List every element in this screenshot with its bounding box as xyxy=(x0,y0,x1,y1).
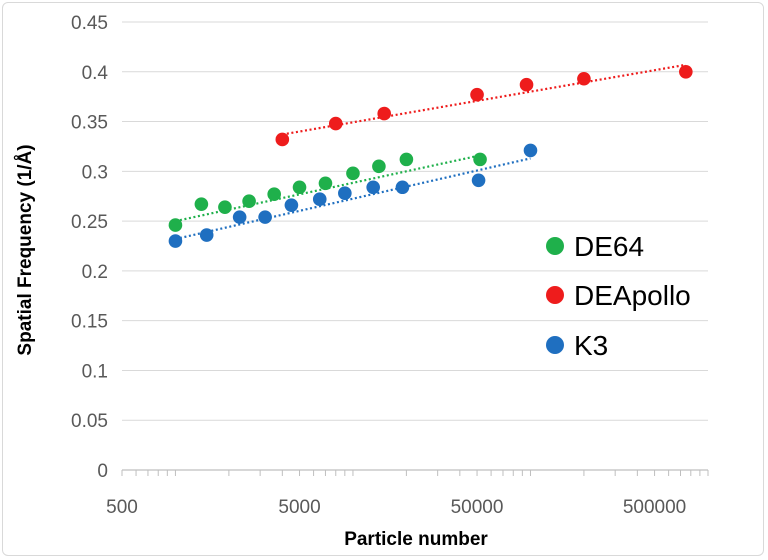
y-tick-label: 0.35 xyxy=(71,113,108,134)
y-tick-label: 0.2 xyxy=(82,262,108,283)
trendlines xyxy=(175,63,687,241)
data-point-deapollo xyxy=(328,116,343,131)
x-axis-title: Particle number xyxy=(344,529,488,550)
x-tick-label: 500 xyxy=(106,497,138,518)
y-tick-label: 0.45 xyxy=(71,13,108,34)
y-axis-title: Spatial Frequency (1/Å) xyxy=(15,144,36,355)
data-point-k3 xyxy=(258,210,272,224)
data-point-de64 xyxy=(218,200,232,214)
data-point-k3 xyxy=(232,210,247,224)
data-point-de64 xyxy=(267,187,281,202)
data-point-de64 xyxy=(194,197,209,211)
data-point-de64 xyxy=(168,218,183,232)
data-point-k3 xyxy=(312,192,327,207)
x-tick-label: 500000 xyxy=(623,497,686,518)
x-tick-label: 5000 xyxy=(278,497,320,518)
legend-marker-de64 xyxy=(546,237,564,255)
legend-label-de64: DE64 xyxy=(574,231,644,262)
data-point-k3 xyxy=(199,228,214,242)
data-point-k3 xyxy=(395,180,410,195)
legend-label-deapollo: DEApollo xyxy=(574,280,691,311)
data-point-k3 xyxy=(471,173,486,188)
y-tick-label: 0.4 xyxy=(82,63,109,84)
legend-marker-deapollo xyxy=(546,286,564,304)
data-point-deapollo xyxy=(377,106,392,121)
data-points xyxy=(168,64,693,248)
legend-marker-k3 xyxy=(546,336,564,354)
data-point-deapollo xyxy=(275,132,290,147)
data-point-k3 xyxy=(338,186,352,201)
data-point-de64 xyxy=(372,159,386,174)
legend: DE64 DEApollo K3 xyxy=(546,231,691,361)
gridlines xyxy=(122,21,708,421)
data-point-de64 xyxy=(473,152,487,167)
data-point-k3 xyxy=(523,143,538,158)
data-point-de64 xyxy=(399,152,414,167)
data-point-deapollo xyxy=(577,71,591,86)
data-point-deapollo xyxy=(470,87,484,102)
trendline-deapollo xyxy=(282,63,687,136)
data-point-de64 xyxy=(318,176,333,191)
y-tick-label: 0.1 xyxy=(82,361,108,382)
data-point-de64 xyxy=(346,166,360,181)
y-tick-label: 0.25 xyxy=(71,212,108,233)
data-point-k3 xyxy=(366,180,380,195)
legend-label-k3: K3 xyxy=(574,330,608,361)
y-tick-label: 0 xyxy=(97,461,108,482)
x-tick-label: 50000 xyxy=(451,497,504,518)
data-point-de64 xyxy=(242,194,256,208)
trendline-k3 xyxy=(175,157,531,241)
data-point-de64 xyxy=(292,180,307,195)
data-point-k3 xyxy=(168,234,183,248)
data-point-deapollo xyxy=(679,64,693,79)
axes: 0 0.05 0.1 0.15 0.2 0.25 0.3 0.35 0.4 0.45 500 5000… xyxy=(71,13,709,518)
y-tick-label: 0.15 xyxy=(71,312,108,333)
y-tick-label: 0.05 xyxy=(71,411,108,432)
data-point-deapollo xyxy=(519,77,534,92)
y-tick-label: 0.3 xyxy=(82,162,108,183)
data-point-k3 xyxy=(284,198,299,212)
